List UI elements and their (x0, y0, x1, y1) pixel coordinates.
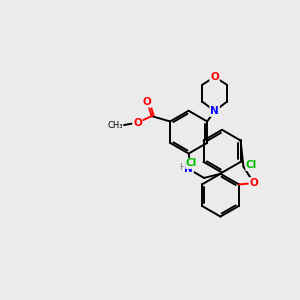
Text: O: O (210, 72, 219, 82)
Text: H: H (179, 163, 185, 172)
Text: Cl: Cl (246, 160, 257, 170)
Text: N: N (184, 164, 193, 174)
Text: Cl: Cl (186, 158, 197, 168)
Text: O: O (250, 178, 258, 188)
Text: O: O (143, 97, 152, 107)
Text: O: O (133, 118, 142, 128)
Text: CH₃: CH₃ (107, 121, 123, 130)
Text: N: N (210, 106, 219, 116)
